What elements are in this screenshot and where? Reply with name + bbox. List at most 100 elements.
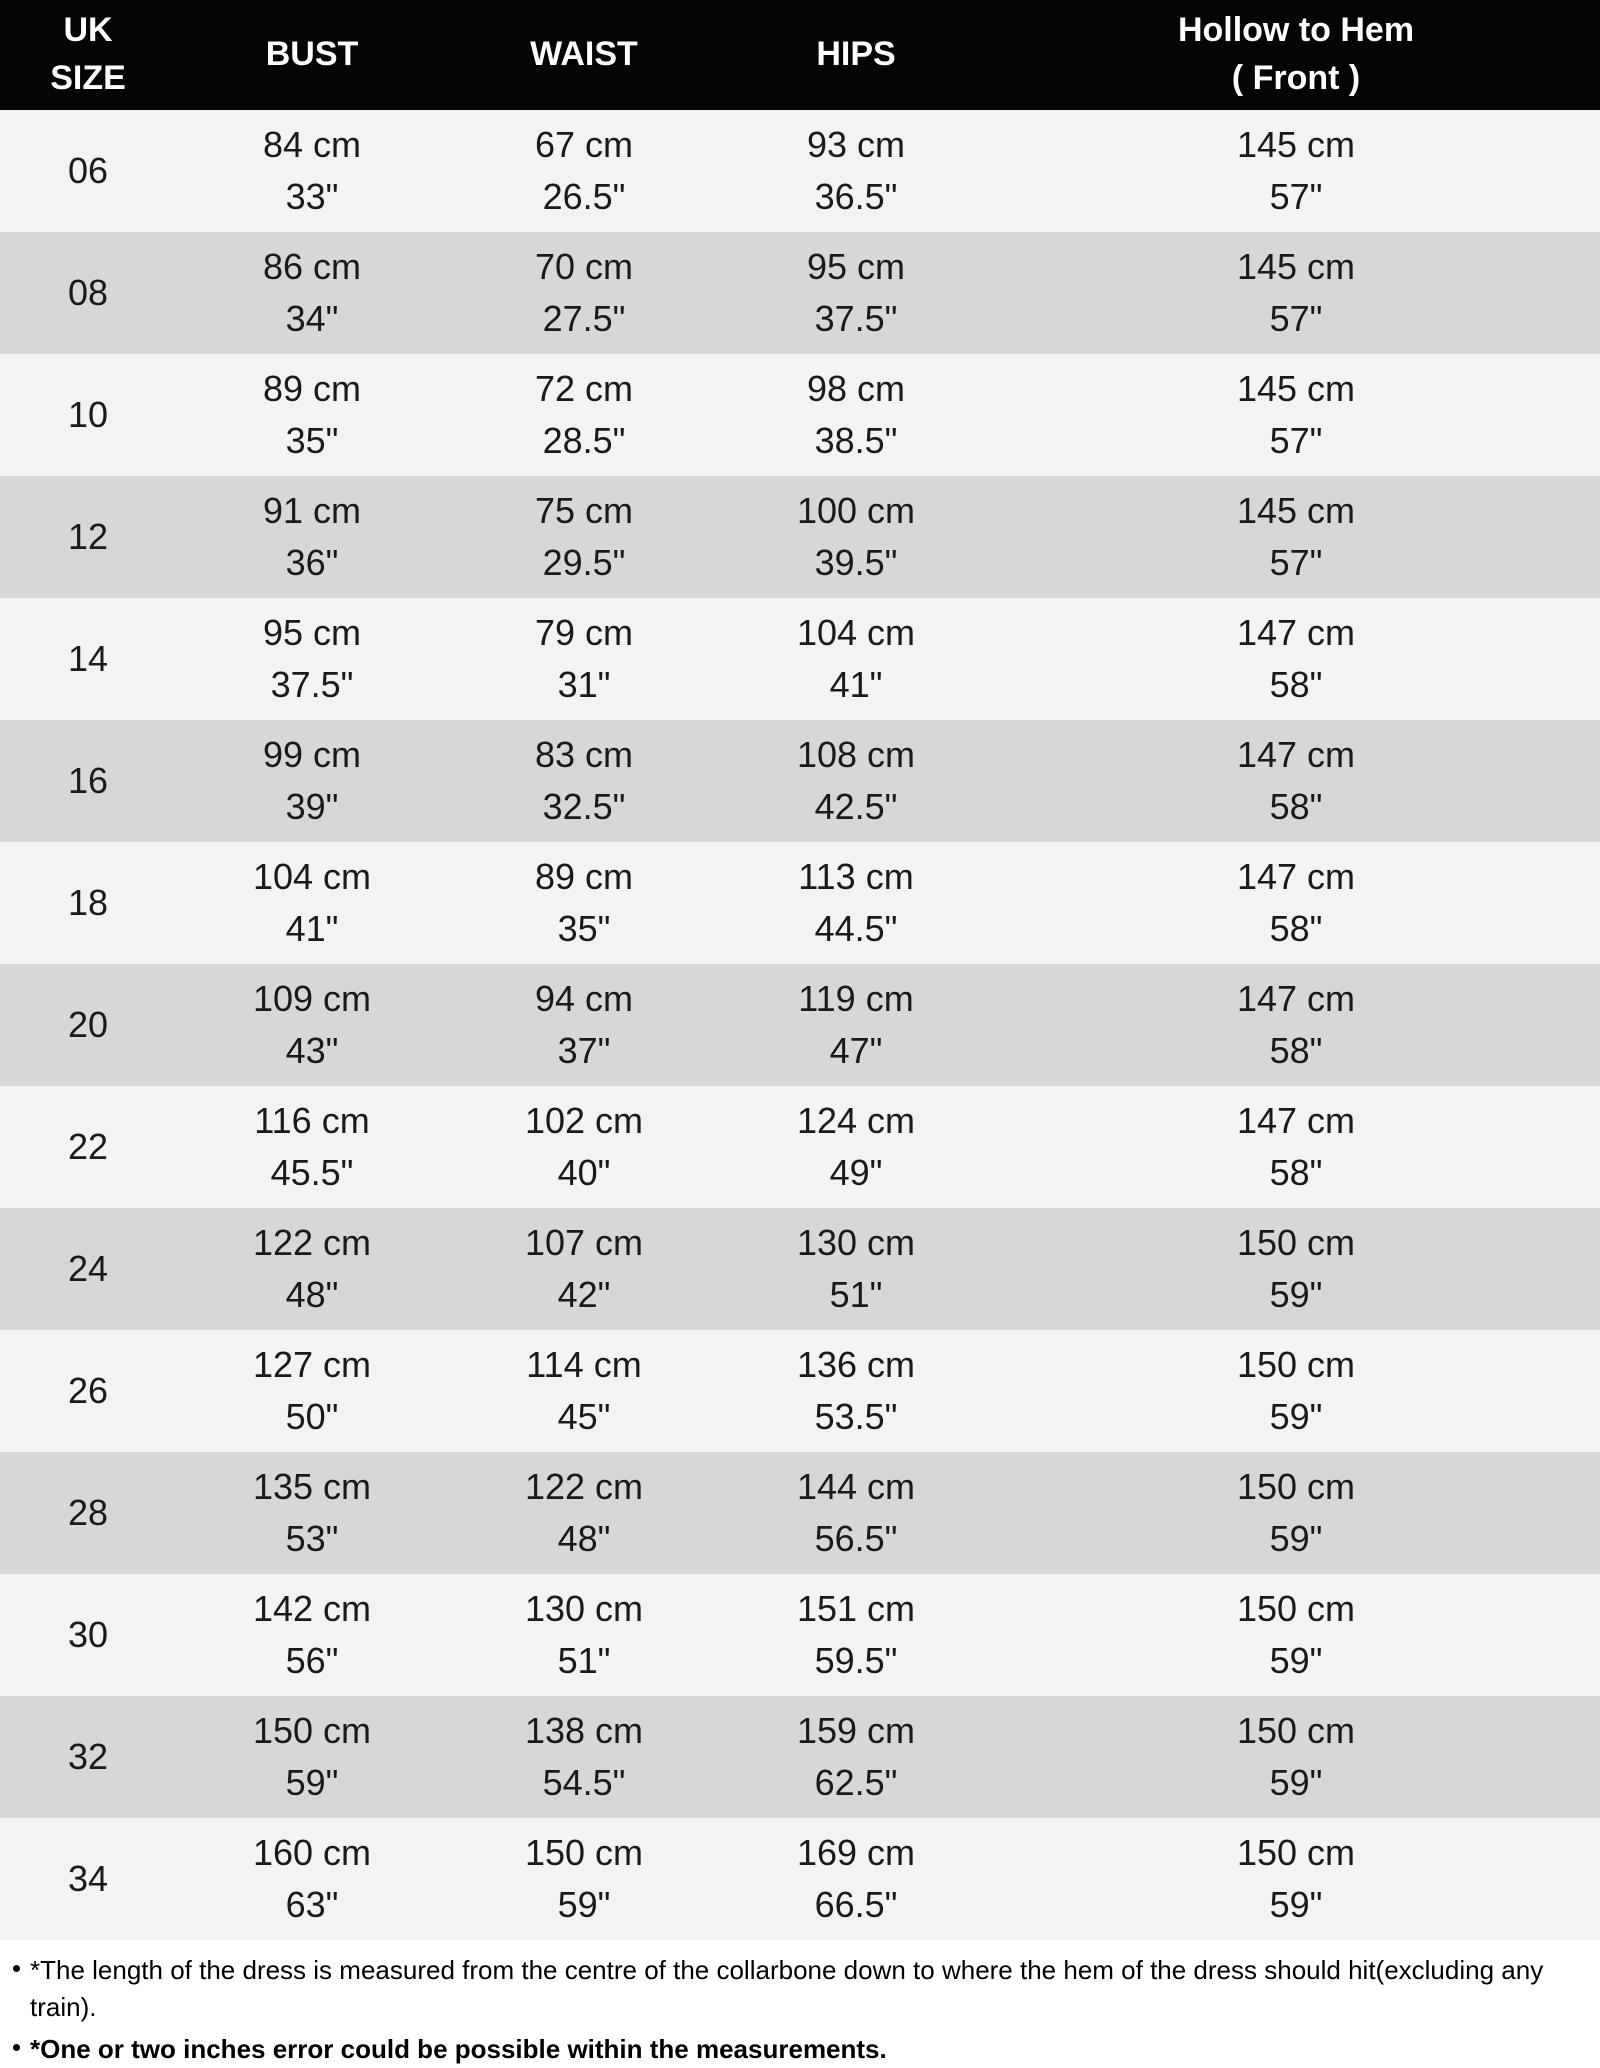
- hollow-cm-value: 145 cm: [1236, 245, 1356, 287]
- bust-cell: 91 cm 36": [176, 476, 448, 598]
- table-row: 28 135 cm 53" 122 cm 48" 144 cm 56.5" 15…: [0, 1452, 1600, 1574]
- table-row: 06 84 cm 33" 67 cm 26.5" 93 cm 36.5" 145…: [0, 110, 1600, 232]
- waist-cm-value: 94 cm: [534, 977, 634, 1019]
- bust-cm-value: 142 cm: [252, 1587, 372, 1629]
- bust-inch-value: 63": [285, 1884, 339, 1925]
- waist-inch-value: 32.5": [542, 786, 626, 827]
- hips-cell: 136 cm 53.5": [720, 1330, 992, 1452]
- hips-inch-value: 42.5": [814, 786, 898, 827]
- size-cell: 16: [67, 760, 109, 801]
- header-bust: BUST: [176, 0, 448, 110]
- size-cell: 22: [67, 1126, 109, 1167]
- hips-cm-value: 119 cm: [798, 977, 914, 1019]
- hollow-inch-value: 58": [1269, 908, 1323, 949]
- header-hips: HIPS: [720, 0, 992, 110]
- hollow-to-hem-cell: 150 cm 59": [992, 1818, 1600, 1940]
- footnote-text: *One or two inches error could be possib…: [30, 2033, 887, 2064]
- waist-cell: 75 cm 29.5": [448, 476, 720, 598]
- hollow-cm-value: 147 cm: [1236, 855, 1356, 897]
- size-cell: 14: [67, 638, 109, 679]
- hips-cm-value: 95 cm: [806, 245, 906, 287]
- hips-cell: 151 cm 59.5": [720, 1574, 992, 1696]
- waist-inch-value: 59": [557, 1884, 611, 1925]
- hollow-cm-value: 147 cm: [1236, 1099, 1356, 1141]
- bust-cell: 84 cm 33": [176, 110, 448, 232]
- table-row: 20 109 cm 43" 94 cm 37" 119 cm 47" 147 c…: [0, 964, 1600, 1086]
- hips-inch-value: 56.5": [814, 1518, 898, 1559]
- bust-cm-value: 89 cm: [262, 367, 362, 409]
- hollow-to-hem-cell: 147 cm 58": [992, 964, 1600, 1086]
- hollow-cm-value: 150 cm: [1236, 1221, 1356, 1263]
- hollow-to-hem-cell: 150 cm 59": [992, 1208, 1600, 1330]
- hips-cell: 144 cm 56.5": [720, 1452, 992, 1574]
- waist-cm-value: 150 cm: [524, 1831, 644, 1873]
- waist-cell: 138 cm 54.5": [448, 1696, 720, 1818]
- hollow-inch-value: 59": [1269, 1396, 1323, 1437]
- table-row: 24 122 cm 48" 107 cm 42" 130 cm 51" 150 …: [0, 1208, 1600, 1330]
- hips-cell: 93 cm 36.5": [720, 110, 992, 232]
- waist-cell: 114 cm 45": [448, 1330, 720, 1452]
- waist-inch-value: 45": [557, 1396, 611, 1437]
- hollow-to-hem-cell: 147 cm 58": [992, 1086, 1600, 1208]
- bust-cm-value: 84 cm: [262, 123, 362, 165]
- bust-cm-value: 122 cm: [252, 1221, 372, 1263]
- header-hips-label: HIPS: [816, 35, 896, 74]
- waist-cell: 150 cm 59": [448, 1818, 720, 1940]
- hips-cm-value: 104 cm: [796, 611, 916, 653]
- hollow-to-hem-cell: 145 cm 57": [992, 232, 1600, 354]
- hips-cell: 100 cm 39.5": [720, 476, 992, 598]
- table-row: 14 95 cm 37.5" 79 cm 31" 104 cm 41" 147 …: [0, 598, 1600, 720]
- hollow-cm-value: 145 cm: [1236, 367, 1356, 409]
- hips-cell: 159 cm 62.5": [720, 1696, 992, 1818]
- bust-inch-value: 56": [285, 1640, 339, 1681]
- size-cell: 20: [67, 1004, 109, 1045]
- bust-cm-value: 95 cm: [262, 611, 362, 653]
- bust-cell: 135 cm 53": [176, 1452, 448, 1574]
- bust-cell: 95 cm 37.5": [176, 598, 448, 720]
- hips-cm-value: 108 cm: [796, 733, 916, 775]
- hollow-cm-value: 150 cm: [1236, 1831, 1356, 1873]
- waist-inch-value: 40": [557, 1152, 611, 1193]
- hollow-inch-value: 57": [1269, 542, 1323, 583]
- bust-inch-value: 34": [285, 298, 339, 339]
- hips-cell: 98 cm 38.5": [720, 354, 992, 476]
- bust-cell: 160 cm 63": [176, 1818, 448, 1940]
- bust-inch-value: 50": [285, 1396, 339, 1437]
- bust-inch-value: 37.5": [270, 664, 354, 705]
- waist-cm-value: 79 cm: [534, 611, 634, 653]
- footnotes-section: *The length of the dress is measured fro…: [0, 1940, 1600, 2068]
- waist-cell: 130 cm 51": [448, 1574, 720, 1696]
- waist-inch-value: 35": [557, 908, 611, 949]
- waist-cell: 72 cm 28.5": [448, 354, 720, 476]
- waist-inch-value: 28.5": [542, 420, 626, 461]
- waist-cm-value: 70 cm: [534, 245, 634, 287]
- header-uk-size-line1: UK: [63, 11, 113, 50]
- bust-inch-value: 43": [285, 1030, 339, 1071]
- bust-cm-value: 86 cm: [262, 245, 362, 287]
- hollow-cm-value: 147 cm: [1236, 611, 1356, 653]
- waist-cm-value: 102 cm: [524, 1099, 644, 1141]
- hips-inch-value: 44.5": [814, 908, 898, 949]
- bullet-dot-icon: [13, 1965, 20, 1972]
- hips-inch-value: 53.5": [814, 1396, 898, 1437]
- hips-inch-value: 37.5": [814, 298, 898, 339]
- size-cell: 18: [67, 882, 109, 923]
- hips-inch-value: 62.5": [814, 1762, 898, 1803]
- table-header-row: UK SIZE BUST WAIST HIPS Hollow to Hem ( …: [0, 0, 1600, 110]
- bust-cell: 150 cm 59": [176, 1696, 448, 1818]
- bust-inch-value: 59": [285, 1762, 339, 1803]
- hips-inch-value: 66.5": [814, 1884, 898, 1925]
- waist-cm-value: 138 cm: [524, 1709, 644, 1751]
- table-row: 32 150 cm 59" 138 cm 54.5" 159 cm 62.5" …: [0, 1696, 1600, 1818]
- hollow-cm-value: 145 cm: [1236, 123, 1356, 165]
- waist-inch-value: 31": [557, 664, 611, 705]
- bust-inch-value: 45.5": [270, 1152, 354, 1193]
- hips-cm-value: 136 cm: [796, 1343, 916, 1385]
- hips-cm-value: 100 cm: [796, 489, 916, 531]
- hollow-to-hem-cell: 145 cm 57": [992, 354, 1600, 476]
- table-row: 16 99 cm 39" 83 cm 32.5" 108 cm 42.5" 14…: [0, 720, 1600, 842]
- waist-inch-value: 54.5": [542, 1762, 626, 1803]
- size-cell: 26: [67, 1370, 109, 1411]
- hips-cm-value: 93 cm: [806, 123, 906, 165]
- hollow-to-hem-cell: 150 cm 59": [992, 1574, 1600, 1696]
